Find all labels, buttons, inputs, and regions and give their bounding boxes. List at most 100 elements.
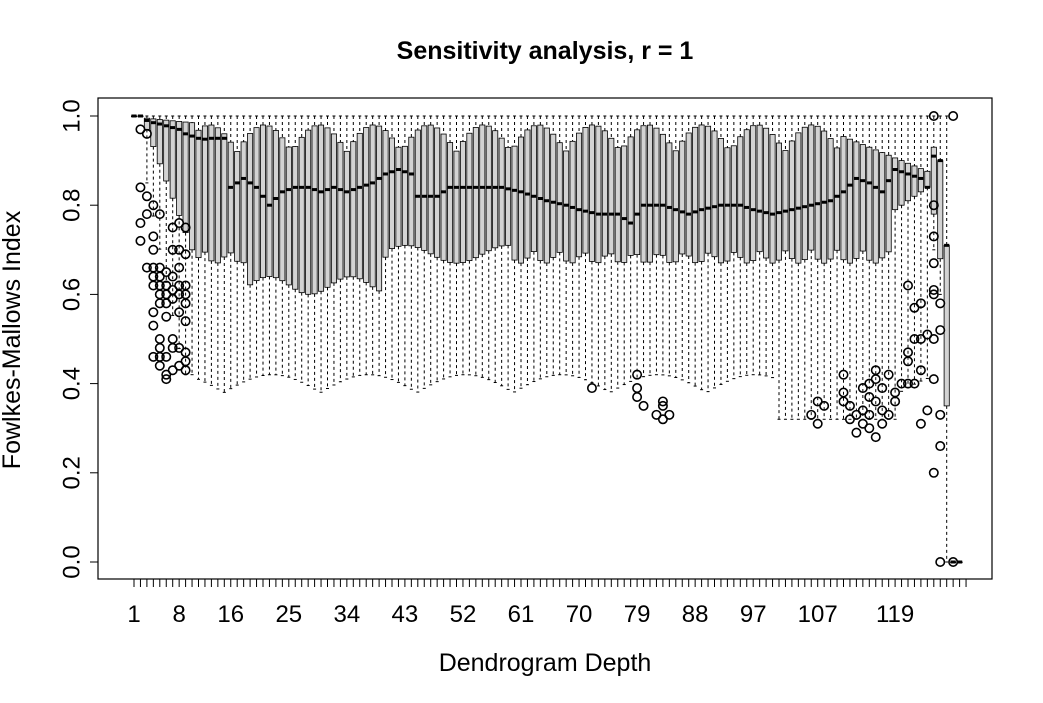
box-101: [776, 142, 783, 261]
box-125: [930, 146, 937, 215]
box-51: [453, 150, 460, 264]
outlier-84-0: [664, 409, 675, 420]
outlier-126-1: [935, 325, 946, 336]
box-118: [885, 154, 892, 253]
outlier-80-0: [638, 400, 649, 411]
outlier-4-7: [148, 320, 159, 331]
box-91: [711, 130, 718, 258]
box-6: [163, 119, 170, 182]
box-54: [472, 127, 479, 259]
y-tick-label-0.8: 0.8: [59, 189, 86, 222]
box-50: [447, 142, 454, 263]
outlier-7-2: [167, 271, 178, 282]
outlier-3-1: [141, 209, 152, 220]
box-82: [653, 127, 660, 256]
y-tick-label-0.4: 0.4: [59, 367, 86, 400]
box-102: [782, 150, 789, 252]
box-21: [259, 124, 266, 279]
box-28: [305, 129, 312, 295]
outlier-124-1: [922, 405, 933, 416]
outlier-5-7: [154, 342, 165, 353]
outlier-117-0: [877, 383, 888, 394]
box-112: [846, 138, 853, 264]
box-12: [201, 125, 208, 253]
box-73: [595, 125, 602, 264]
box-5: [156, 119, 163, 165]
box-76: [614, 147, 621, 263]
box-45: [414, 129, 421, 248]
outlier-9-8: [180, 365, 191, 376]
outlier-125-6: [928, 374, 939, 385]
box-32: [330, 133, 337, 284]
box-119: [892, 157, 899, 211]
outlier-123-0: [915, 298, 926, 309]
box-11: [195, 129, 202, 259]
box-33: [337, 141, 344, 280]
box-99: [763, 127, 770, 259]
y-axis: 0.0 0.2 0.4 0.6 0.8 1.0: [59, 99, 99, 579]
outlier-7-5: [167, 333, 178, 344]
outlier-126-3: [935, 441, 946, 452]
outlier-125-7: [928, 467, 939, 478]
box-63: [530, 125, 537, 252]
box-111: [840, 136, 847, 261]
x-tick-label-97: 97: [740, 601, 767, 628]
outlier-72-0: [586, 383, 597, 394]
outlier-125-5: [928, 333, 939, 344]
box-103: [788, 140, 795, 260]
outlier-8-4: [174, 289, 185, 300]
box-74: [601, 130, 608, 257]
outlier-112-0: [844, 400, 855, 411]
outlier-125-4: [928, 289, 939, 300]
outlier-4-8: [148, 351, 159, 362]
box-24: [279, 137, 286, 282]
outlier-123-2: [915, 365, 926, 376]
box-115: [866, 146, 873, 261]
outlier-106-0: [806, 409, 817, 420]
box-67: [556, 142, 563, 253]
box-15: [221, 133, 228, 258]
outlier-128-0: [948, 111, 959, 122]
outlier-118-1: [883, 409, 894, 420]
outlier-125-8: [928, 111, 939, 122]
box-25: [285, 146, 292, 286]
x-tick-label-88: 88: [682, 601, 709, 628]
x-tick-label-79: 79: [624, 601, 651, 628]
box-39: [376, 125, 383, 292]
box-47: [427, 124, 434, 255]
outlier-2-1: [135, 218, 146, 229]
box-59: [505, 146, 512, 246]
box-124: [924, 170, 931, 188]
box-61: [518, 136, 525, 264]
outlier-4-2: [148, 244, 159, 255]
box-94: [730, 145, 737, 253]
outlier-6-5: [161, 351, 172, 362]
outlier-4-5: [148, 280, 159, 291]
outlier-83-0: [657, 396, 668, 407]
box-8: [176, 121, 183, 216]
outlier-122-1: [909, 333, 920, 344]
outlier-115-2: [864, 409, 875, 420]
x-tick-label-25: 25: [275, 601, 302, 628]
box-38: [369, 124, 376, 288]
box-49: [440, 133, 447, 261]
box-113: [853, 141, 860, 259]
box-92: [717, 138, 724, 264]
outlier-79-1: [632, 383, 643, 394]
box-120: [898, 160, 905, 206]
box-16: [227, 141, 234, 254]
outlier-2-0: [135, 182, 146, 193]
outlier-125-3: [928, 284, 939, 295]
outlier-107-1: [812, 418, 823, 429]
x-tick-label-16: 16: [217, 601, 244, 628]
x-tick-label-52: 52: [450, 601, 477, 628]
box-55: [479, 124, 486, 255]
outlier-4-0: [148, 200, 159, 211]
outlier-9-0: [180, 222, 191, 233]
box-22: [266, 125, 273, 277]
box-114: [859, 144, 866, 252]
outlier-119-1: [890, 396, 901, 407]
box-35: [350, 141, 357, 278]
outlier-111-0: [838, 369, 849, 380]
box-7: [169, 120, 176, 199]
